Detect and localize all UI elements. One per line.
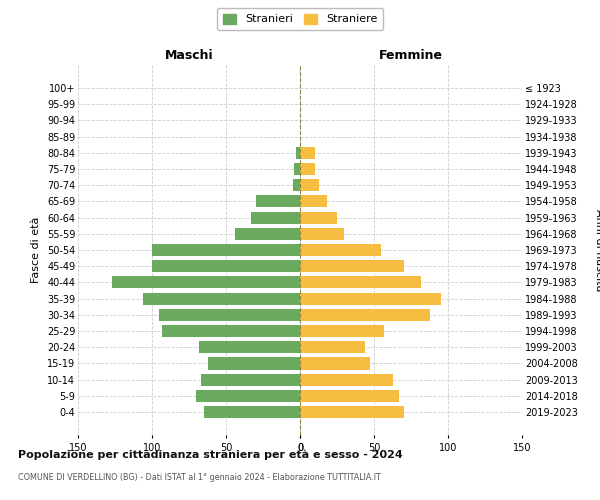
Bar: [152, 260, 300, 272]
Bar: [300, 309, 430, 321]
Y-axis label: Fasce di età: Fasce di età: [31, 217, 41, 283]
Bar: [160, 309, 300, 321]
Bar: [300, 244, 382, 256]
Bar: [300, 374, 393, 386]
Bar: [300, 163, 315, 175]
Bar: [294, 163, 300, 175]
Bar: [293, 179, 300, 191]
Bar: [201, 374, 300, 386]
Bar: [300, 358, 370, 370]
Bar: [296, 146, 300, 159]
Bar: [300, 276, 421, 288]
Bar: [208, 358, 300, 370]
Bar: [300, 390, 399, 402]
Bar: [256, 196, 300, 207]
Bar: [163, 325, 300, 337]
Bar: [196, 390, 300, 402]
Bar: [112, 276, 300, 288]
Bar: [300, 196, 326, 207]
Bar: [251, 212, 300, 224]
Title: Femmine: Femmine: [379, 50, 443, 62]
Bar: [235, 228, 300, 240]
Bar: [300, 228, 344, 240]
Bar: [204, 406, 300, 418]
Text: COMUNE DI VERDELLINO (BG) - Dati ISTAT al 1° gennaio 2024 - Elaborazione TUTTITA: COMUNE DI VERDELLINO (BG) - Dati ISTAT a…: [18, 472, 381, 482]
Bar: [300, 341, 365, 353]
Bar: [300, 146, 315, 159]
Bar: [152, 244, 300, 256]
Y-axis label: Anni di nascita: Anni di nascita: [595, 209, 600, 291]
Bar: [199, 341, 300, 353]
Bar: [300, 292, 440, 304]
Bar: [300, 260, 404, 272]
Bar: [143, 292, 300, 304]
Legend: Stranieri, Straniere: Stranieri, Straniere: [217, 8, 383, 30]
Bar: [300, 406, 404, 418]
Bar: [300, 179, 319, 191]
Text: Popolazione per cittadinanza straniera per età e sesso - 2024: Popolazione per cittadinanza straniera p…: [18, 450, 403, 460]
Title: Maschi: Maschi: [164, 50, 214, 62]
Bar: [300, 325, 385, 337]
Bar: [300, 212, 337, 224]
